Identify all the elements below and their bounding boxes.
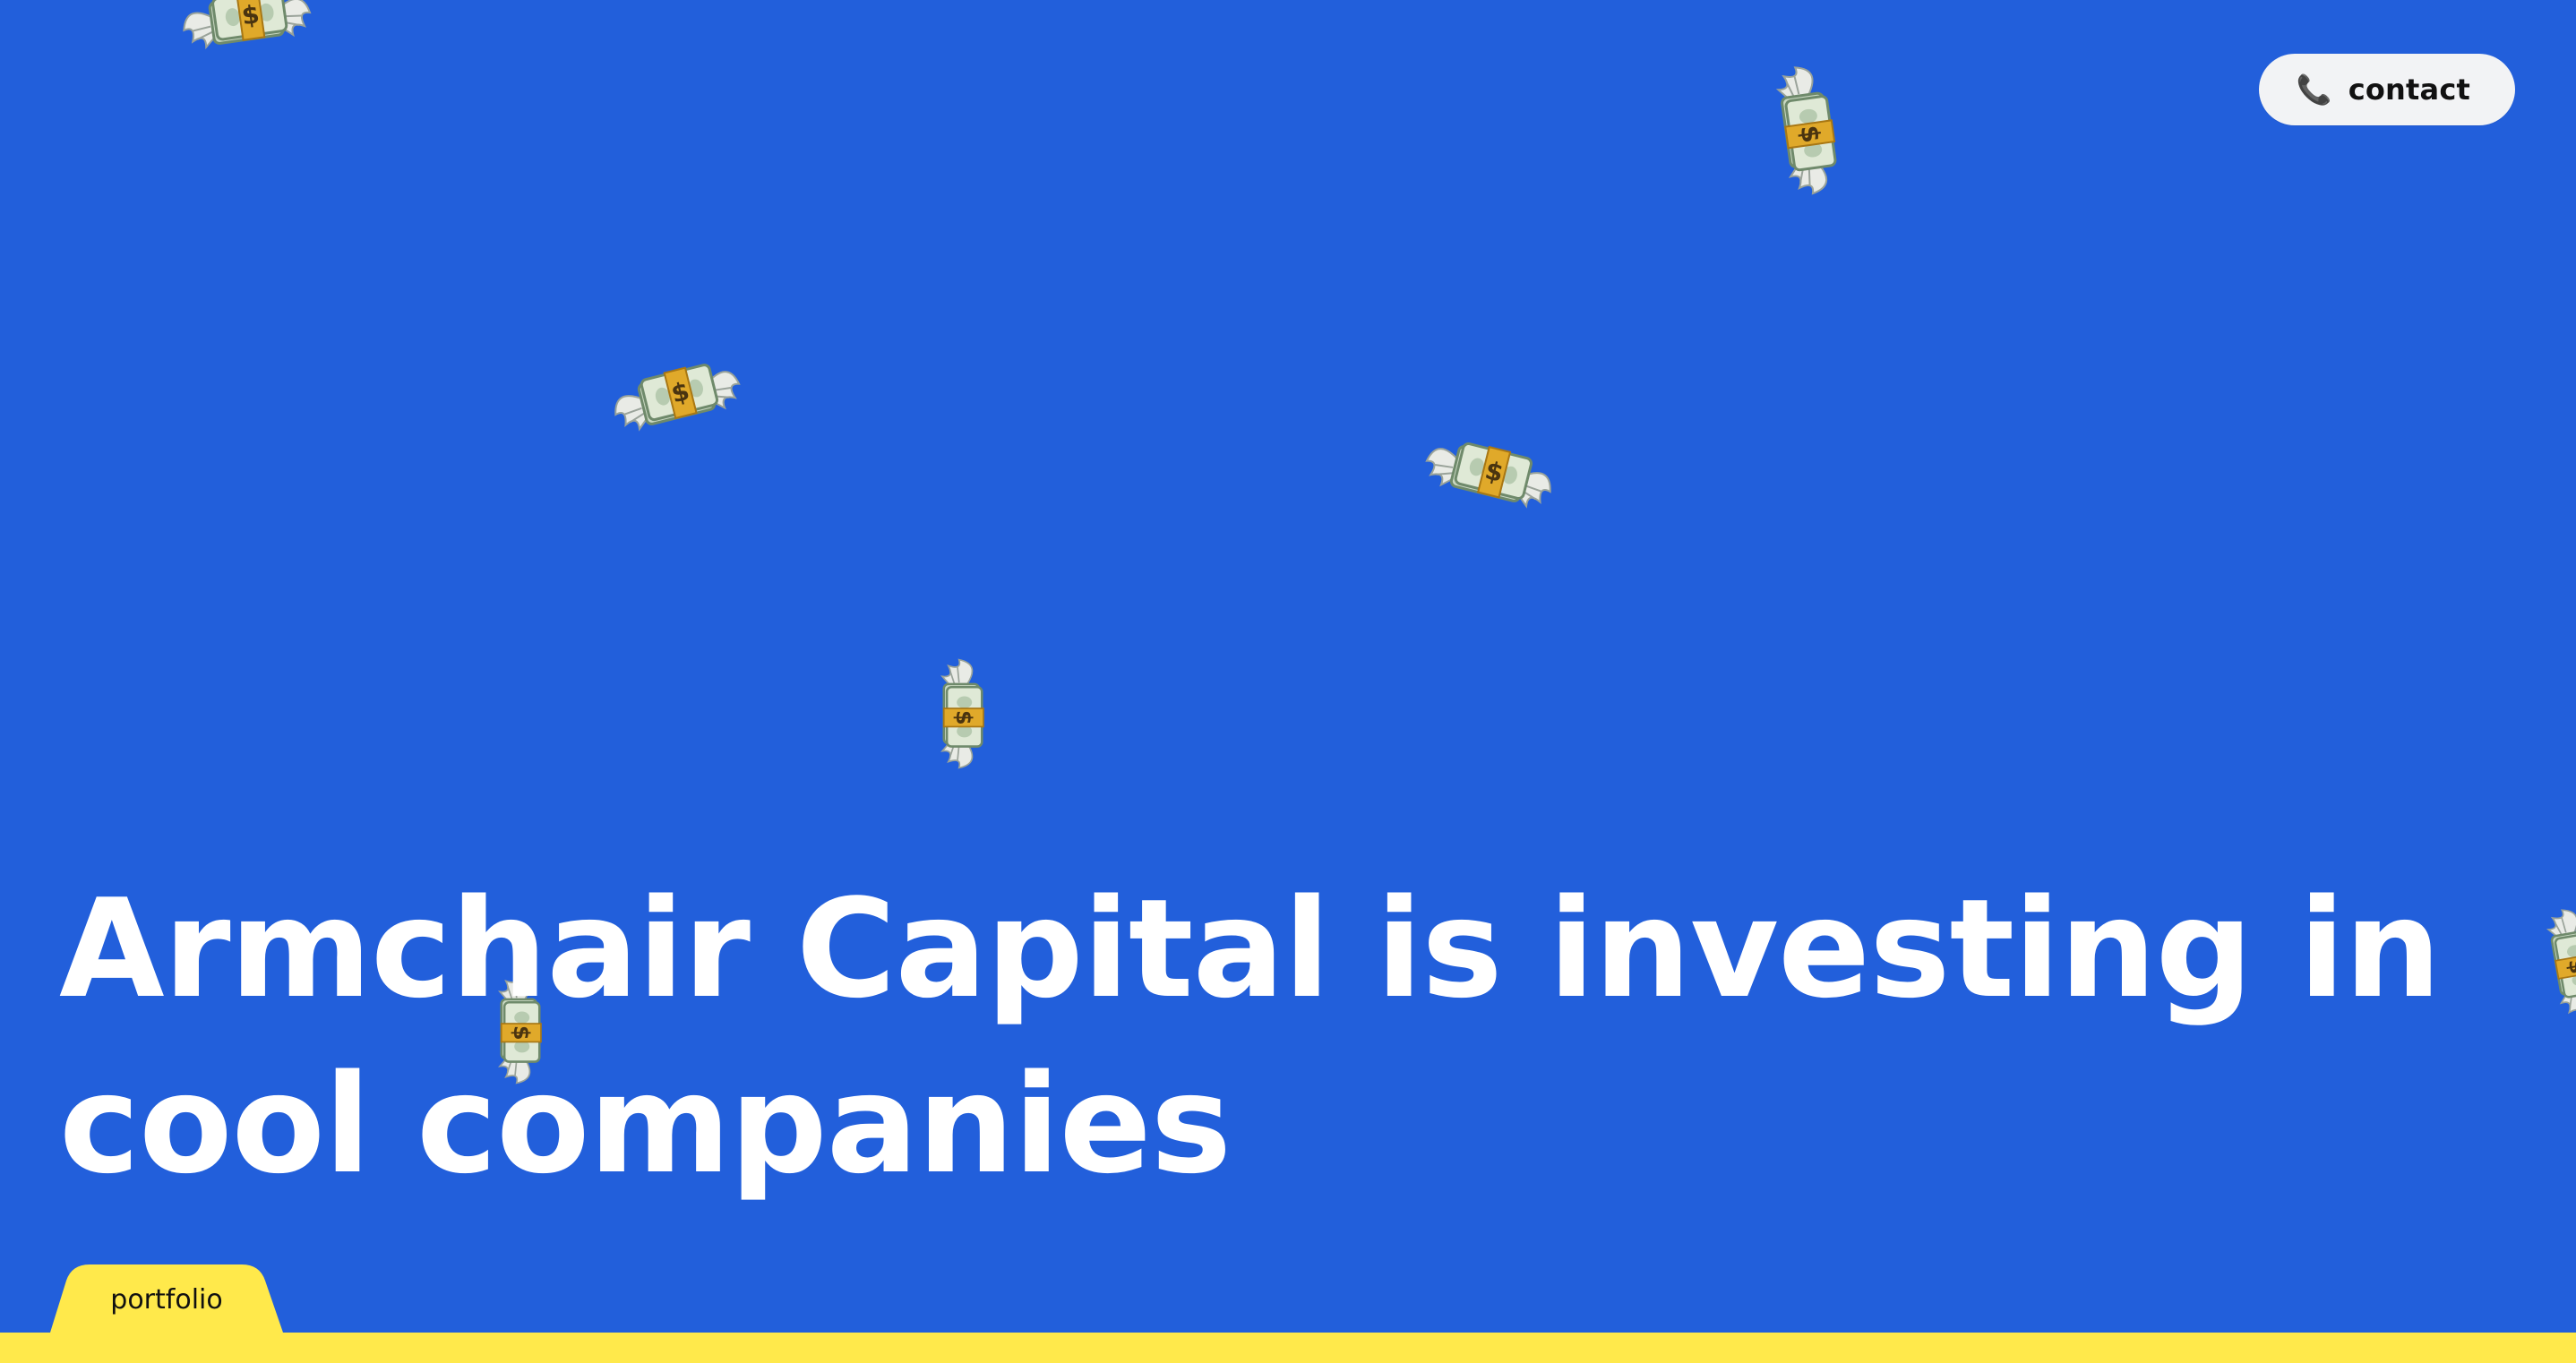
- svg-text:$: $: [240, 0, 262, 31]
- money-with-wings-icon: $: [914, 656, 1013, 771]
- svg-text:$: $: [1482, 455, 1507, 488]
- money-with-wings-icon: $: [597, 322, 756, 467]
- svg-text:$: $: [668, 376, 692, 409]
- contact-button-label: contact: [2348, 73, 2470, 107]
- portfolio-tab-shape: [50, 1264, 283, 1333]
- hero-headline: Armchair Capital is investing in cool co…: [59, 870, 2442, 1204]
- money-with-wings-icon: $: [2517, 898, 2576, 1028]
- svg-text:$: $: [2563, 956, 2576, 975]
- portfolio-tab-label: portfolio: [110, 1284, 223, 1316]
- contact-button[interactable]: 📞 contact: [2258, 54, 2515, 125]
- money-with-wings-icon: $: [1741, 56, 1876, 205]
- portfolio-tab[interactable]: portfolio: [50, 1264, 283, 1333]
- money-with-wings-icon: $: [172, 0, 322, 84]
- svg-text:$: $: [1794, 124, 1825, 145]
- footer-band: [0, 1333, 2576, 1363]
- money-with-wings-icon: $: [1411, 399, 1569, 544]
- phone-icon: 📞: [2296, 73, 2332, 107]
- svg-text:$: $: [951, 710, 976, 725]
